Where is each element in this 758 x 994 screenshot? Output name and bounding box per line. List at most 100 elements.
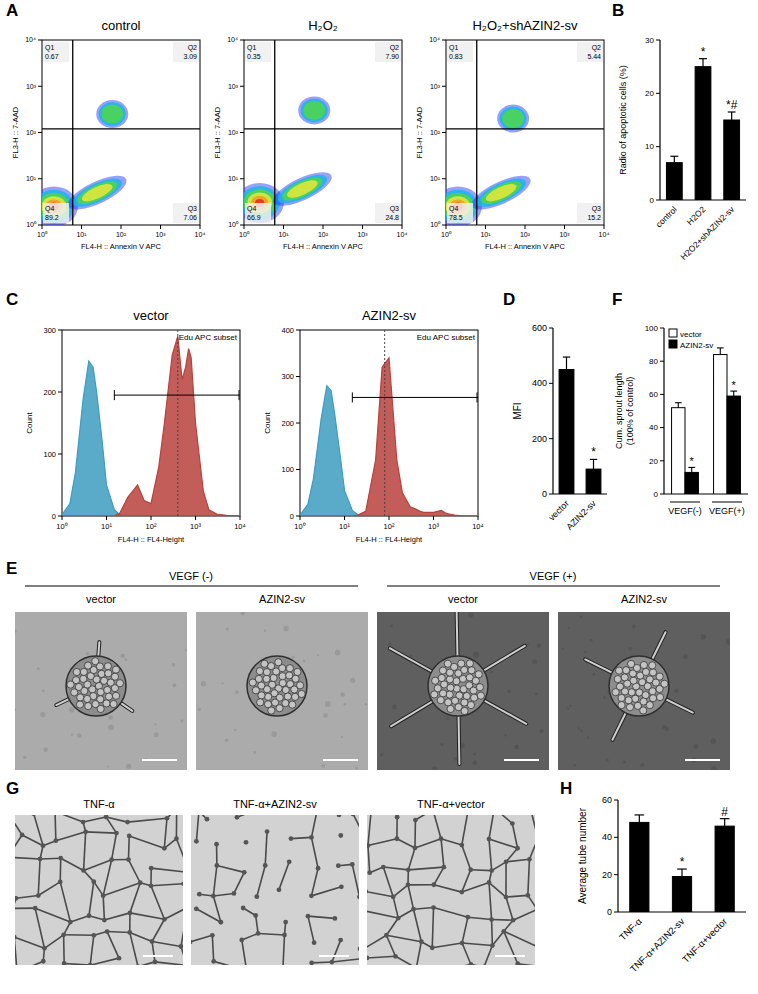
spheroid [428, 656, 488, 716]
tube [129, 913, 131, 933]
cell [432, 677, 439, 684]
node [469, 962, 474, 965]
texture [473, 652, 478, 657]
tube [89, 882, 94, 916]
node [20, 833, 25, 838]
density-blob [74, 177, 120, 209]
tube [150, 868, 152, 886]
cell [84, 695, 91, 702]
y-tick-label: 60 [649, 390, 658, 399]
tube [489, 883, 506, 898]
bar [630, 822, 649, 912]
x-tick [300, 516, 301, 520]
cell [265, 693, 272, 700]
x-tick [200, 225, 201, 229]
annotation: * [701, 45, 706, 59]
bar [695, 67, 711, 200]
tube [84, 860, 112, 871]
texture [561, 648, 563, 650]
tube [489, 839, 492, 871]
x-tick [151, 516, 152, 520]
y-axis-label: FL3-H :: 7-AAD [213, 106, 222, 158]
tube [352, 864, 359, 896]
tube [462, 815, 469, 845]
tube [103, 860, 111, 896]
x-tick-label: VEGF(-) [668, 506, 702, 516]
tube [367, 956, 395, 958]
plot-frame [300, 330, 478, 516]
node [501, 929, 506, 934]
tube [112, 833, 117, 860]
quadrant-value: 0.83 [449, 53, 463, 60]
tube [311, 887, 341, 896]
node [309, 835, 314, 840]
node [384, 933, 389, 938]
y-tick-label: 40 [649, 423, 658, 432]
x-tick-label: 10² [146, 522, 157, 531]
x-tick [604, 225, 605, 229]
bars [666, 59, 739, 200]
histogram-plot: AZIN2-svEdu APC subset10⁰10¹10²10³10⁴010… [263, 308, 484, 544]
cell [98, 670, 105, 677]
x-tick [402, 225, 403, 229]
cell [282, 700, 289, 707]
gate-line [72, 40, 73, 225]
texture [711, 766, 717, 770]
gate-bar [352, 397, 478, 398]
tube [462, 883, 489, 893]
texture [185, 649, 187, 652]
node [430, 945, 435, 950]
node [88, 963, 93, 965]
node [351, 815, 356, 816]
tube [128, 836, 130, 860]
x-tick-label: 10⁰ [37, 231, 48, 238]
texture [410, 655, 413, 658]
y-tick [656, 146, 660, 147]
cell [625, 697, 632, 704]
annotation: # [721, 805, 728, 819]
texture [432, 767, 438, 770]
bar [672, 408, 685, 494]
tube [414, 909, 422, 942]
cell [468, 667, 475, 674]
y-tick [614, 874, 618, 875]
y-tick [660, 427, 664, 428]
y-tick-label: 300 [43, 326, 56, 335]
x-tick [344, 516, 345, 520]
image-group: VEGF (+)vectorAZIN2-sv [377, 570, 732, 772]
sprout [390, 648, 458, 686]
quadrant-name: Q2 [188, 44, 197, 52]
panel-letter: E [6, 559, 17, 578]
cell [112, 666, 119, 673]
node [460, 941, 465, 946]
cell [112, 692, 119, 699]
error-bar [724, 819, 725, 826]
y-tick [549, 383, 553, 384]
flow-plot: H₂O₂+shAZIN2-svQ10.83Q25.44Q315.2Q478.51… [415, 18, 609, 251]
node [179, 944, 183, 949]
tube [462, 943, 471, 964]
x-tick-label: 10⁰ [239, 231, 250, 238]
cell [71, 689, 78, 696]
tube [432, 908, 433, 948]
node [33, 906, 38, 911]
tube [489, 815, 494, 839]
x-tick-label: 10² [384, 522, 395, 531]
error-bar [720, 348, 721, 355]
tube [504, 931, 518, 963]
node [91, 879, 96, 884]
node [114, 831, 119, 836]
tube [15, 937, 17, 965]
texture [532, 659, 537, 664]
tube [54, 815, 56, 841]
tube [107, 931, 130, 933]
sprout [458, 646, 525, 686]
tube [38, 882, 60, 896]
gate-line [476, 40, 477, 225]
quadrant-name: Q1 [45, 44, 54, 52]
x-tick-label: control [654, 204, 679, 229]
texture [473, 652, 479, 658]
cell [649, 695, 656, 702]
error-cap [717, 347, 724, 348]
tube [279, 862, 289, 890]
